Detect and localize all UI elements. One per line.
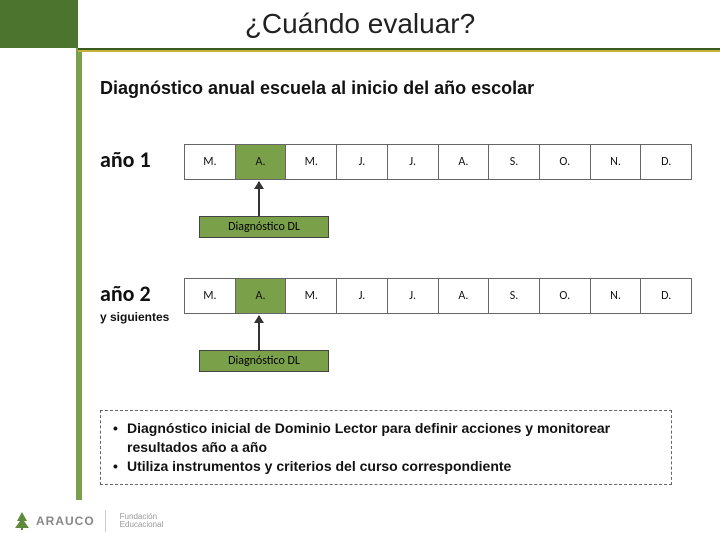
month-cell: J. xyxy=(337,279,388,313)
month-cell: S. xyxy=(489,145,540,179)
month-cell: J. xyxy=(388,279,439,313)
month-cell: M. xyxy=(286,145,337,179)
title-underline xyxy=(78,48,720,52)
month-cell: N. xyxy=(591,279,642,313)
bullet-text: Diagnóstico inicial de Dominio Lector pa… xyxy=(127,419,659,457)
year-label-2: año 2 xyxy=(100,280,172,307)
bullet-dot: • xyxy=(113,457,127,476)
month-cell: O. xyxy=(540,279,591,313)
slide-title: ¿Cuándo evaluar? xyxy=(0,8,720,40)
month-cell: S. xyxy=(489,279,540,313)
slide: ¿Cuándo evaluar? Diagnóstico anual escue… xyxy=(0,0,720,540)
month-cell: J. xyxy=(388,145,439,179)
month-cell: D. xyxy=(641,279,691,313)
logo-sub2: Educacional xyxy=(120,521,164,529)
month-cell: M. xyxy=(185,145,236,179)
logo-divider xyxy=(105,510,106,532)
diag-label-box-2: Diagnóstico DL xyxy=(199,350,329,372)
month-cell-highlight: A. xyxy=(236,145,287,179)
tree-icon xyxy=(14,512,30,530)
month-cell-highlight: A. xyxy=(236,279,287,313)
left-thin-bar xyxy=(76,48,82,500)
arrow-up-icon xyxy=(258,316,260,350)
bullet-text: Utiliza instrumentos y criterios del cur… xyxy=(127,457,511,476)
month-cell: A. xyxy=(439,145,490,179)
month-cell: M. xyxy=(286,279,337,313)
followers-text: y siguientes xyxy=(100,310,169,324)
year-label-1: año 1 xyxy=(100,146,172,173)
month-cell: M. xyxy=(185,279,236,313)
footer-logo: ARAUCO Fundación Educacional xyxy=(14,510,163,532)
month-cell: D. xyxy=(641,145,691,179)
logo-brand: ARAUCO xyxy=(36,514,95,528)
month-cell: N. xyxy=(591,145,642,179)
bullet-item: • Utiliza instrumentos y criterios del c… xyxy=(113,457,659,476)
arrow-up-icon xyxy=(258,182,260,216)
bullet-dot: • xyxy=(113,419,127,457)
month-cell: O. xyxy=(540,145,591,179)
month-cell: J. xyxy=(337,145,388,179)
diag-label-box-1: Diagnóstico DL xyxy=(199,216,329,238)
bullets-box: • Diagnóstico inicial de Dominio Lector … xyxy=(100,410,672,485)
logo-subtext: Fundación Educacional xyxy=(116,513,164,529)
bullet-item: • Diagnóstico inicial de Dominio Lector … xyxy=(113,419,659,457)
subtitle: Diagnóstico anual escuela al inicio del … xyxy=(100,78,534,99)
month-row-1: M. A. M. J. J. A. S. O. N. D. xyxy=(184,144,692,180)
month-row-2: M. A. M. J. J. A. S. O. N. D. xyxy=(184,278,692,314)
month-cell: A. xyxy=(439,279,490,313)
